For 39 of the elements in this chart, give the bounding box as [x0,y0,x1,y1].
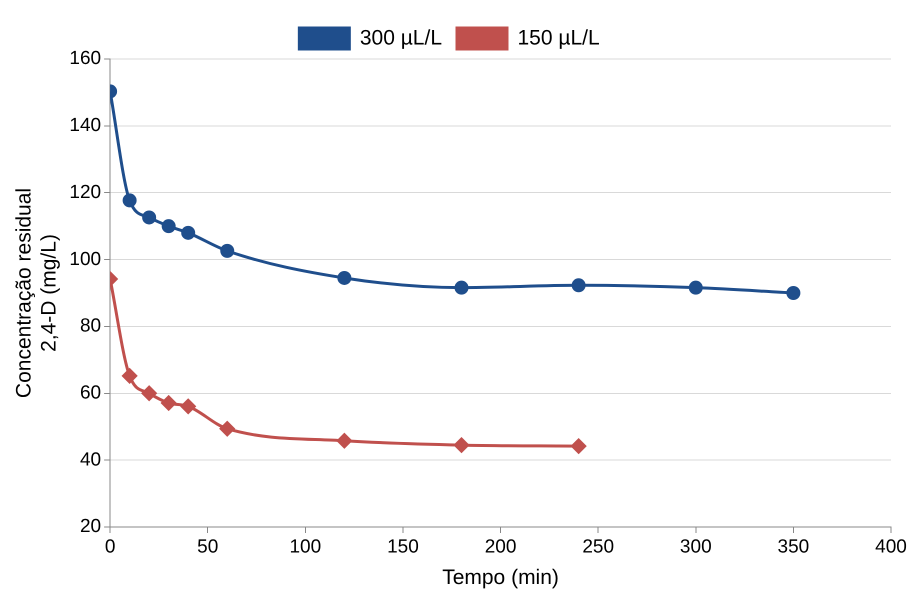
point [336,433,352,448]
legend-label: 300 µL/L [360,26,442,50]
point [572,278,586,292]
point [454,438,470,453]
x-tick-label: 150 [387,536,419,558]
y-tick-label: 60 [80,382,102,404]
point [180,398,196,414]
x-tick-label: 50 [197,536,218,558]
legend-label: 150 µL/L [518,26,600,50]
point [122,193,137,208]
point [220,244,234,258]
x-tick-label: 300 [680,536,712,558]
point [122,368,138,384]
y-axis-title: Concentração residual 2,4-D (mg/L) [12,188,61,398]
x-tick-label: 350 [778,536,810,558]
y-tick-label: 20 [80,516,102,538]
point [142,210,156,224]
point [220,421,235,436]
y-tick-label: 100 [69,248,102,270]
y-tick-label: 80 [80,316,102,337]
x-tick-label: 400 [875,536,907,558]
y-tick-label: 40 [80,449,102,470]
point [337,270,352,285]
point [142,386,157,401]
x-axis-title: Tempo (min) [442,566,559,590]
point [786,286,800,300]
point [454,280,469,295]
point [181,226,196,240]
x-tick-label: 0 [104,536,116,558]
point [571,438,586,454]
x-tick-label: 250 [582,536,614,558]
point [688,280,703,295]
y-tick-label: 120 [69,182,102,203]
x-tick-label: 100 [289,536,322,558]
y-tick-label: 140 [69,115,102,136]
point [162,219,176,234]
point [161,395,176,410]
x-tick-label: 200 [484,536,516,558]
y-tick-label: 160 [69,48,102,70]
